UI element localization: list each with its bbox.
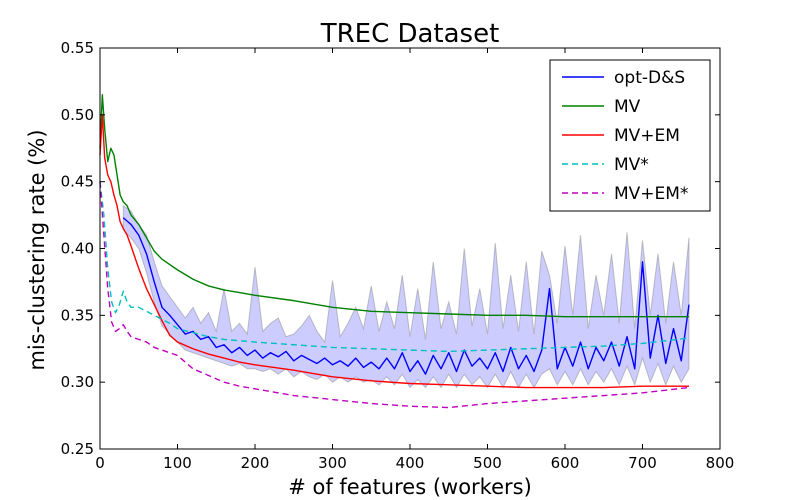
y-tick-label: 0.45 xyxy=(61,173,94,191)
x-tick-label: 300 xyxy=(318,454,347,472)
x-tick-label: 600 xyxy=(551,454,580,472)
y-axis-ticks: 0.25 0.30 0.35 0.40 0.45 0.50 0.55 xyxy=(61,39,720,458)
x-axis-label: # of features (workers) xyxy=(288,475,532,499)
x-tick-label: 100 xyxy=(163,454,192,472)
legend-items: opt-D&S MV MV+EM MV* MV+EM* xyxy=(562,68,688,204)
x-tick-label: 0 xyxy=(95,454,105,472)
opt-d-s-legend-label: opt-D&S xyxy=(614,68,685,88)
chart-title: TREC Dataset xyxy=(320,19,500,49)
y-tick-label: 0.50 xyxy=(61,106,94,124)
y-tick-label: 0.40 xyxy=(61,240,94,258)
x-tick-label: 500 xyxy=(473,454,502,472)
mv-legend-label: MV* xyxy=(614,155,649,175)
y-tick-label: 0.30 xyxy=(61,373,94,391)
mv-em-legend-label: MV+EM xyxy=(614,126,680,146)
mv-line xyxy=(99,181,690,353)
x-tick-label: 800 xyxy=(706,454,735,472)
legend: opt-D&S MV MV+EM MV* MV+EM* xyxy=(549,59,711,212)
y-axis-label: mis-clustering rate (%) xyxy=(25,129,49,370)
y-tick-label: 0.35 xyxy=(61,306,94,324)
x-tick-label: 200 xyxy=(241,454,270,472)
mv-em-legend-label: MV+EM* xyxy=(614,184,688,204)
mv-em-line xyxy=(99,114,689,389)
series-lines xyxy=(99,94,690,409)
x-axis-ticks: 0 100 200 300 400 500 600 700 800 xyxy=(95,48,734,472)
opt-d-s-line xyxy=(122,217,690,375)
mv-line xyxy=(99,94,689,318)
x-tick-label: 700 xyxy=(628,454,657,472)
plot-area xyxy=(99,94,690,409)
mv-legend-label: MV xyxy=(614,97,641,117)
y-tick-label: 0.25 xyxy=(61,440,94,458)
x-tick-label: 400 xyxy=(396,454,425,472)
y-tick-label: 0.55 xyxy=(61,39,94,57)
mv-em-line xyxy=(99,181,690,409)
